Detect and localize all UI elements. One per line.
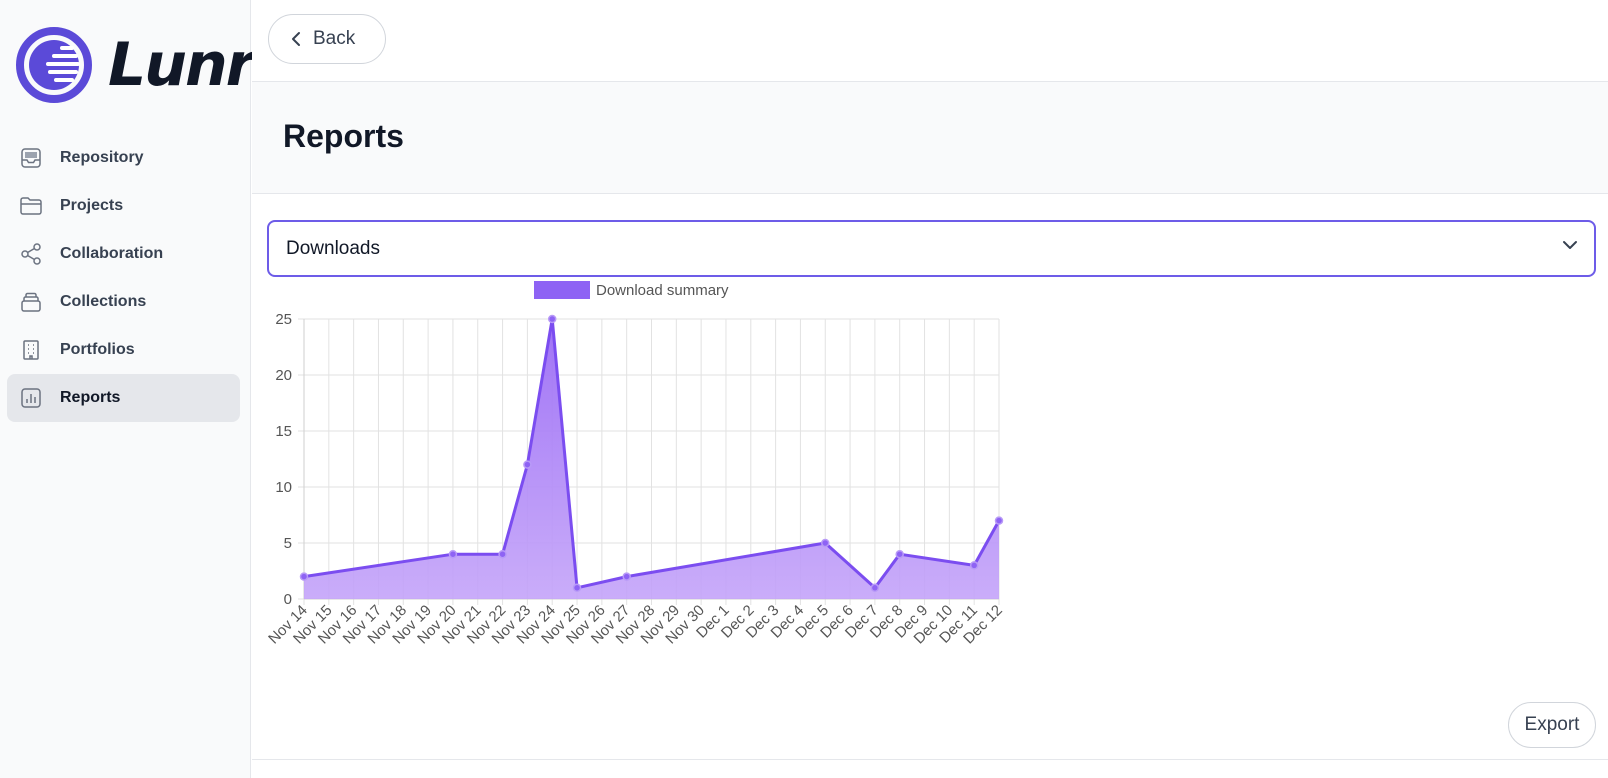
back-button[interactable]: Back [268, 14, 386, 64]
y-tick-label: 20 [275, 367, 292, 384]
y-tick-label: 25 [275, 311, 292, 328]
chevron-left-icon [292, 32, 300, 46]
sidebar-item-portfolios[interactable]: Portfolios [7, 326, 240, 374]
report-type-select-value: Downloads [286, 237, 380, 259]
sidebar-item-reports[interactable]: Reports [7, 374, 240, 422]
data-point [870, 583, 880, 593]
sidebar-item-label: Portfolios [60, 341, 135, 358]
y-tick-label: 15 [275, 423, 292, 440]
page-title: Reports [283, 118, 404, 154]
report-type-select[interactable]: Downloads [267, 220, 1596, 277]
sidebar-item-label: Collaboration [60, 245, 164, 262]
legend-label: Download summary [596, 282, 729, 299]
data-point [498, 549, 507, 559]
back-button-label: Back [313, 28, 356, 49]
data-point [572, 583, 582, 593]
sidebar-item-label: Projects [60, 197, 124, 214]
data-point [547, 314, 557, 324]
legend-swatch [534, 281, 590, 299]
sidebar-nav: Repository Projects Collaboration Collec… [7, 134, 240, 422]
data-point [821, 538, 830, 548]
sidebar-item-collaboration[interactable]: Collaboration [7, 230, 240, 278]
data-point [299, 572, 309, 581]
data-point [622, 572, 631, 581]
divider [252, 759, 1608, 760]
sidebar-item-label: Reports [60, 389, 121, 406]
inbox-tray-icon [19, 146, 43, 170]
stack-icon [19, 290, 43, 314]
series-line [303, 317, 1001, 590]
export-button[interactable]: Export [1508, 702, 1596, 748]
chevron-down-icon [1563, 241, 1577, 249]
sidebar-item-collections[interactable]: Collections [7, 278, 240, 326]
data-point [994, 516, 1004, 525]
logo[interactable]: Lunr [16, 27, 255, 103]
folder-icon [19, 194, 43, 218]
y-tick-label: 10 [275, 479, 292, 496]
lunr-logo-icon [16, 27, 92, 103]
export-button-label: Export [1524, 714, 1580, 735]
sidebar-item-label: Collections [60, 293, 147, 310]
y-tick-label: 5 [284, 535, 292, 552]
topbar: Back [252, 0, 1608, 82]
logo-text: Lunr [108, 30, 255, 100]
share-nodes-icon [19, 242, 43, 266]
series-area [304, 319, 999, 599]
sidebar-item-label: Repository [60, 149, 144, 166]
sidebar-item-repository[interactable]: Repository [7, 134, 240, 182]
data-point [969, 561, 979, 570]
sidebar-item-projects[interactable]: Projects [7, 182, 240, 230]
page-header: Reports [252, 82, 1608, 194]
data-point [523, 460, 532, 469]
bar-chart-icon [19, 386, 43, 410]
data-point [895, 549, 904, 559]
building-icon [19, 338, 43, 362]
data-point [448, 549, 458, 559]
y-tick-label: 0 [284, 591, 292, 608]
sidebar: Lunr Repository Projects Collaboration C… [0, 0, 255, 778]
